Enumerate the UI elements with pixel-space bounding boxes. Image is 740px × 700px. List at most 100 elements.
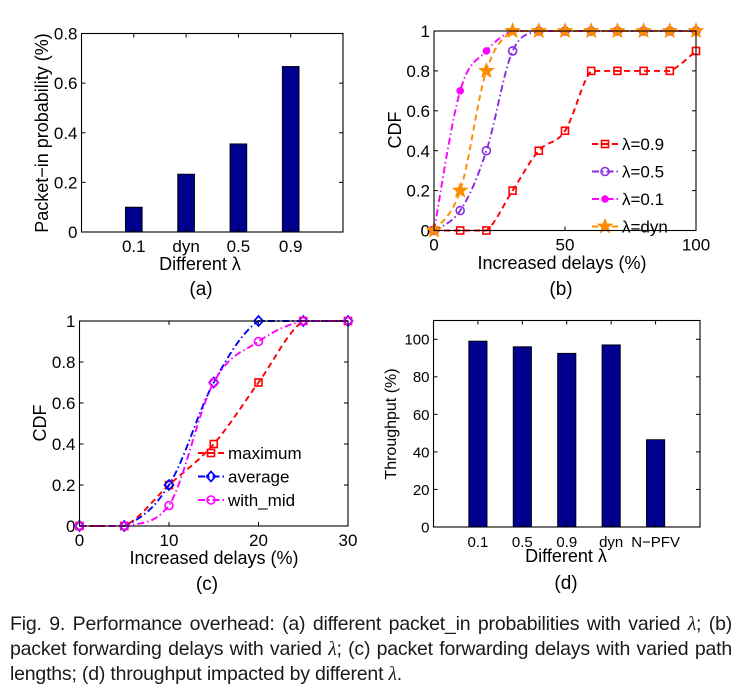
- legend-marker-average: [205, 470, 217, 483]
- data-point: [560, 126, 570, 136]
- panel-a-axes-box: [80, 32, 344, 233]
- panel-c-xtick-label: 0: [75, 531, 84, 550]
- panel-d-plot-area: 0.1 0.5 0.9 dyn N−PFV 0 20 40 60 80 100: [404, 319, 701, 551]
- data-point: [164, 500, 174, 511]
- panel-c-ytick-label: 0.6: [52, 394, 76, 413]
- panel-a-ytick-label: 0: [68, 223, 77, 242]
- panel-c-ytick-label: 0.2: [52, 476, 76, 495]
- bar-0.1: [468, 340, 488, 528]
- bar-dyn: [177, 173, 195, 233]
- panel-b-ytick-label: 0.8: [406, 62, 430, 81]
- data-point: [556, 22, 574, 39]
- data-point: [582, 22, 600, 39]
- panel-b-ytick-label: 0.6: [406, 102, 430, 121]
- panel-b-ytick-label: 0: [421, 222, 430, 241]
- panel-d-axes-box: [432, 319, 701, 528]
- bar-0.9: [557, 352, 577, 528]
- data-point: [586, 66, 596, 76]
- series-line-λ=0.1: [433, 30, 696, 231]
- series-line-average: [79, 320, 348, 527]
- panel-d-ytick-label: 40: [413, 444, 430, 461]
- panel-b-xlabel: Increased delays (%): [477, 253, 646, 273]
- data-point: [504, 22, 522, 39]
- panel-b-xtick-label: 0: [429, 236, 438, 255]
- panel-d-xtick-label: 0.5: [512, 534, 533, 551]
- legend-marker-λ=0.5: [600, 166, 610, 177]
- caption-lambda-symbol: λ: [328, 639, 337, 660]
- panel-c-xtick-label: 30: [339, 531, 358, 550]
- legend-marker-λ=0.9: [600, 139, 610, 149]
- legend-marker-λ=dyn: [596, 217, 614, 234]
- panel-b-ylabel: CDF: [385, 112, 405, 149]
- data-point: [482, 47, 491, 55]
- data-point: [613, 66, 622, 76]
- data-point: [208, 377, 219, 388]
- caption-lambda-symbol: λ: [687, 614, 697, 635]
- panel-c-legend: maximum average with_mid: [198, 444, 302, 510]
- panel-c-xlabel: Increased delays (%): [129, 548, 298, 568]
- panel-a-plot-area: 0.1 dyn 0.5 0.9 0 0.2 0.4 0.6 0.8: [54, 25, 344, 256]
- data-point: [252, 314, 265, 328]
- legend-label: λ=dyn: [622, 218, 668, 237]
- panel-b-xtick-label: 100: [682, 236, 710, 255]
- figure-caption: Fig. 9. Performance overhead: (a) differ…: [10, 612, 732, 687]
- panel-c-xtick-label: 10: [160, 531, 179, 550]
- panel-d-xtick-label: dyn: [599, 534, 623, 551]
- panel-c-ytick-label: 0.8: [52, 353, 76, 372]
- panel-d-label: (d): [554, 573, 577, 594]
- legend-label: λ=0.5: [622, 163, 664, 182]
- panel-b-ytick-label: 0.4: [406, 142, 430, 161]
- bar-N−PFV: [646, 439, 666, 528]
- panel-b-axes-box: [433, 30, 697, 232]
- panel-a-ytick-label: 0.4: [54, 124, 78, 143]
- panel-d-xtick-label: 0.1: [467, 534, 488, 551]
- figure-panels: 0.1 dyn 0.5 0.9 0 0.2 0.4 0.6 0.8 Packet−in prob…: [30, 22, 710, 595]
- legend-label: average: [228, 468, 289, 487]
- panel-c-delay-cdf-path-length: 0 10 20 30 0 0.2 0.4 0.6 0.8 1 maximum average with_…: [30, 312, 357, 595]
- caption-part: ; (b) packet forwarding delays with vari…: [10, 613, 733, 660]
- bar-0.9: [281, 66, 300, 233]
- data-point: [530, 22, 548, 39]
- panel-b-xtick-label: 50: [556, 236, 575, 255]
- panel-b-label: (b): [549, 279, 572, 300]
- panel-a-xtick-label: 0.5: [227, 237, 251, 256]
- caption-lambda-symbol: λ: [388, 664, 397, 685]
- panel-c-ytick-label: 1: [66, 312, 75, 331]
- data-point: [451, 181, 469, 198]
- data-point: [209, 439, 219, 449]
- series-average: [73, 314, 354, 533]
- panel-c-axes-box: [78, 320, 349, 527]
- data-point: [477, 62, 495, 79]
- series-line-λ=0.5: [433, 30, 696, 232]
- data-point: [608, 22, 626, 39]
- panel-a-xtick-label: 0.9: [279, 237, 303, 256]
- panel-a-packet-in-probability: 0.1 dyn 0.5 0.9 0 0.2 0.4 0.6 0.8 Packet−in prob…: [32, 25, 344, 300]
- data-point: [254, 378, 263, 387]
- panel-d-ytick-label: 100: [404, 332, 429, 349]
- data-point: [639, 66, 648, 76]
- panel-b-ytick-label: 0.2: [406, 182, 430, 201]
- panel-a-ytick-label: 0.8: [54, 25, 78, 44]
- panel-d-ylabel: Throughput (%): [383, 368, 400, 479]
- panel-a-ytick-label: 0.2: [54, 173, 78, 192]
- panel-c-ytick-label: 0.4: [52, 435, 76, 454]
- series-line-with_mid: [79, 320, 348, 527]
- panel-d-xlabel: Different λ: [525, 546, 607, 566]
- panel-c-ylabel: CDF: [30, 405, 50, 442]
- series-line-maximum: [79, 320, 348, 527]
- legend-marker-λ=0.1: [601, 195, 609, 203]
- legend-marker-maximum: [206, 448, 216, 458]
- panel-a-ytick-label: 0.6: [54, 74, 78, 93]
- panel-d-ytick-label: 0: [421, 519, 429, 536]
- panel-c-plot-area: 0 10 20 30 0 0.2 0.4 0.6 0.8 1 maximum average with_…: [52, 312, 358, 550]
- panel-a-xtick-label: 0.1: [122, 237, 146, 256]
- panel-d-throughput: 0.1 0.5 0.9 dyn N−PFV 0 20 40 60 80 100 Throughput…: [383, 319, 701, 594]
- panel-b-ytick-label: 1: [421, 22, 430, 41]
- legend-label: λ=0.1: [622, 190, 664, 209]
- panel-d-xtick-label: 0.9: [556, 534, 577, 551]
- panel-b-plot-area: 0 50 100 0 0.2 0.4 0.6 0.8 1 λ=0.9 λ=0.5 λ=0.1 λ=dyn: [406, 22, 710, 254]
- data-point: [163, 478, 175, 492]
- legend-label: λ=0.9: [622, 135, 664, 154]
- caption-part: ; (c) packet forwarding delays with vari…: [10, 638, 732, 685]
- caption-part: .: [396, 663, 402, 685]
